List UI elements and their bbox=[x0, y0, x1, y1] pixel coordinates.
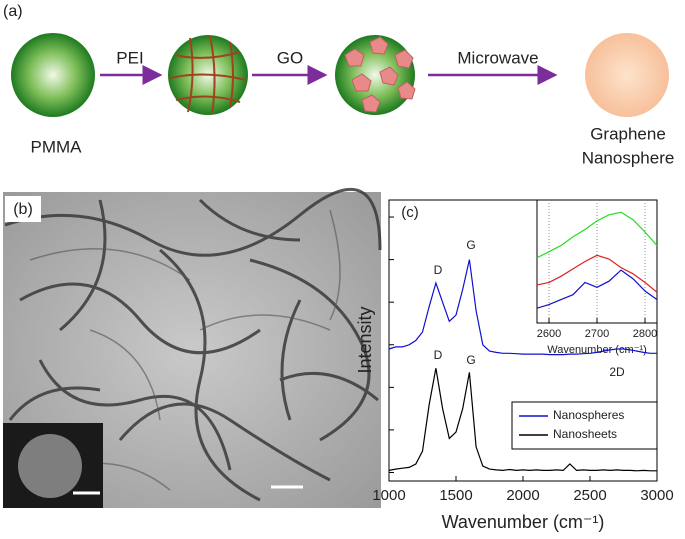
go-sheets bbox=[344, 36, 416, 113]
annotation: G bbox=[466, 238, 475, 252]
x-axis-title: Wavenumber (cm⁻¹) bbox=[442, 512, 605, 532]
series-line bbox=[388, 259, 657, 356]
annotation: D bbox=[434, 348, 443, 362]
x-tick-label: 2500 bbox=[573, 487, 606, 504]
pmma-sphere bbox=[11, 33, 95, 117]
graphene-sphere bbox=[585, 33, 669, 117]
x-tick-label: 1500 bbox=[439, 487, 472, 504]
series-line bbox=[388, 368, 657, 472]
end-label: Graphene bbox=[590, 124, 666, 143]
legend-label: Nanospheres bbox=[553, 408, 624, 422]
inset-x-title: Wavenumber (cm⁻¹) bbox=[547, 344, 647, 356]
x-tick-label: 2600 bbox=[537, 328, 561, 340]
inset-sphere bbox=[18, 434, 82, 498]
pei-net bbox=[169, 35, 247, 115]
y-axis-title: Intensity bbox=[355, 306, 375, 373]
label-box bbox=[5, 196, 41, 222]
panel-label: (c) bbox=[401, 204, 419, 221]
legend-label: Nanosheets bbox=[553, 427, 617, 441]
series-line bbox=[536, 254, 658, 293]
series-line bbox=[536, 211, 658, 259]
annotation: 2D bbox=[609, 365, 625, 379]
x-tick-label: 2700 bbox=[585, 328, 609, 340]
step-label: GO bbox=[277, 48, 303, 67]
series-line bbox=[536, 269, 658, 309]
end-label: Nanosphere bbox=[582, 148, 675, 167]
tem-sheets bbox=[4, 187, 382, 502]
x-tick-label: 2000 bbox=[506, 487, 539, 504]
annotation: G bbox=[466, 353, 475, 367]
x-tick-label: 2800 bbox=[633, 328, 657, 340]
start-label: PMMA bbox=[31, 137, 83, 156]
step-label: Microwave bbox=[457, 48, 538, 67]
x-tick-label: 1000 bbox=[372, 487, 405, 504]
step-label: PEI bbox=[116, 48, 143, 67]
x-tick-label: 3000 bbox=[640, 487, 673, 504]
annotation: D bbox=[434, 263, 443, 277]
panel-label: (b) bbox=[13, 201, 33, 218]
tem-sheets bbox=[29, 209, 341, 491]
panel-label: (a) bbox=[3, 3, 23, 20]
legend bbox=[511, 401, 658, 450]
